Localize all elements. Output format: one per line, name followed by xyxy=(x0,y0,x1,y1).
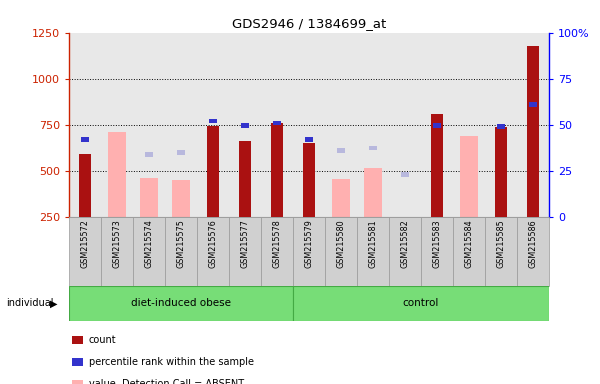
Bar xyxy=(261,217,293,286)
Text: GSM215583: GSM215583 xyxy=(433,219,442,268)
Bar xyxy=(176,150,185,155)
Bar xyxy=(401,172,409,177)
Bar xyxy=(79,154,91,217)
Text: ▶: ▶ xyxy=(50,298,58,308)
Bar xyxy=(517,217,549,286)
Bar xyxy=(305,137,313,142)
Text: GSM215574: GSM215574 xyxy=(145,219,154,268)
Text: GSM215572: GSM215572 xyxy=(80,219,89,268)
Text: GSM215576: GSM215576 xyxy=(209,219,218,268)
Text: GSM215579: GSM215579 xyxy=(305,219,314,268)
Text: GSM215582: GSM215582 xyxy=(401,219,409,268)
Title: GDS2946 / 1384699_at: GDS2946 / 1384699_at xyxy=(232,17,386,30)
Text: GSM215575: GSM215575 xyxy=(176,219,185,268)
Text: GSM215584: GSM215584 xyxy=(464,219,473,268)
Bar xyxy=(69,286,293,321)
Bar xyxy=(364,168,382,217)
Text: GSM215586: GSM215586 xyxy=(529,219,538,268)
Bar xyxy=(389,217,421,286)
Bar xyxy=(229,217,261,286)
Text: individual: individual xyxy=(6,298,53,308)
Bar xyxy=(145,152,154,157)
Text: diet-induced obese: diet-induced obese xyxy=(131,298,231,308)
Bar xyxy=(357,217,389,286)
Bar xyxy=(433,123,442,128)
Bar xyxy=(241,123,250,128)
Bar xyxy=(485,217,517,286)
Text: GSM215585: GSM215585 xyxy=(497,219,505,268)
Text: GSM215580: GSM215580 xyxy=(337,219,346,268)
Bar xyxy=(140,178,158,217)
Bar xyxy=(337,148,346,153)
Bar xyxy=(293,217,325,286)
Bar xyxy=(165,217,197,286)
Text: GSM215573: GSM215573 xyxy=(113,219,121,268)
Text: count: count xyxy=(89,335,116,345)
Bar xyxy=(80,137,89,142)
Bar xyxy=(529,102,538,107)
Bar xyxy=(208,126,218,217)
Bar xyxy=(332,179,350,217)
Bar xyxy=(271,123,283,217)
Bar xyxy=(209,119,217,123)
Bar xyxy=(496,127,506,217)
Text: GSM215581: GSM215581 xyxy=(368,219,377,268)
Bar xyxy=(69,217,101,286)
Bar xyxy=(368,146,377,150)
Bar xyxy=(527,46,539,217)
Bar xyxy=(272,121,281,125)
Bar xyxy=(453,217,485,286)
Bar xyxy=(239,141,251,217)
Bar xyxy=(197,217,229,286)
Text: GSM215578: GSM215578 xyxy=(272,219,281,268)
Text: GSM215577: GSM215577 xyxy=(241,219,250,268)
Bar xyxy=(431,114,443,217)
Bar xyxy=(460,136,478,217)
Bar xyxy=(108,132,126,217)
Bar xyxy=(304,143,314,217)
Bar xyxy=(133,217,165,286)
Text: control: control xyxy=(403,298,439,308)
Bar xyxy=(172,180,190,217)
Bar xyxy=(325,217,357,286)
Bar xyxy=(101,217,133,286)
Bar xyxy=(293,286,549,321)
Bar xyxy=(497,124,505,129)
Text: percentile rank within the sample: percentile rank within the sample xyxy=(89,357,254,367)
Bar xyxy=(421,217,453,286)
Text: value, Detection Call = ABSENT: value, Detection Call = ABSENT xyxy=(89,379,244,384)
